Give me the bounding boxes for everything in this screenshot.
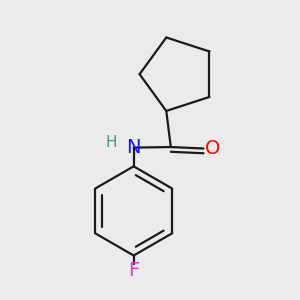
- Text: F: F: [128, 261, 139, 280]
- Text: N: N: [126, 138, 141, 157]
- Text: O: O: [205, 139, 220, 158]
- Text: H: H: [106, 135, 117, 150]
